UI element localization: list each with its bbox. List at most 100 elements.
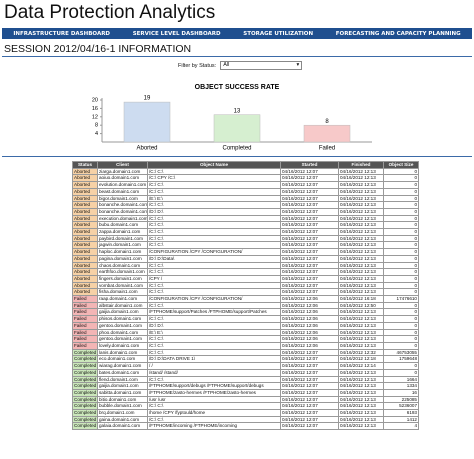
nav-item[interactable]: STORAGE UTILIZATION: [243, 30, 314, 37]
table-row: Failed gentoo.domain1.com/C:\ C:\ 04/16/20…: [72, 335, 419, 343]
table-cell: 0: [383, 368, 419, 377]
status-cell: Aborted: [72, 221, 98, 230]
chart: OBJECT SUCCESS RATE 4 8 12 16 20 19 Aborted 13 Co…: [92, 84, 372, 152]
status-cell: Aborted: [72, 194, 98, 203]
status-cell: Completed: [72, 348, 98, 357]
table-cell: 0: [383, 301, 419, 310]
table-cell: /C:\ C:\: [147, 214, 281, 223]
status-cell: Failed: [72, 321, 98, 330]
column-header: Object Name: [147, 161, 281, 169]
status-cell: Completed: [72, 388, 98, 397]
table-cell: flend.domain1.com: [97, 375, 148, 384]
table-cell: 04/16/2012 12:07: [280, 268, 339, 276]
table-cell: 04/16/2012 12:13: [338, 234, 384, 243]
table-cell: /FTPHOME/incoming /FTPHOME/incoming: [147, 422, 281, 431]
status-cell: Aborted: [72, 268, 98, 276]
table-row: Failed gaijia.domain1.com/FTPHOME/support…: [72, 308, 419, 317]
table-cell: /home /CPY /fyptould/home: [147, 409, 281, 417]
table-cell: 04/16/2012 12:07: [280, 388, 339, 397]
table-cell: /CONFIGURATION /CPY /CONFIGURATION/: [147, 248, 281, 256]
table-cell: 17476610: [383, 295, 419, 303]
table-cell: 0: [383, 254, 419, 263]
table-cell: /C:\ C:\: [147, 301, 281, 310]
table-cell: 04/16/2012 12:07: [280, 348, 339, 357]
table-cell: 04/16/2012 12:13: [338, 415, 384, 424]
table-cell: 04/16/2012 12:13: [338, 167, 384, 176]
table-cell: 0: [383, 221, 419, 230]
table-cell: /D:\ D:\: [147, 207, 281, 216]
chart-title: OBJECT SUCCESS RATE: [195, 84, 280, 91]
table-cell: /C:\ C:\: [147, 415, 281, 424]
table-cell: 04/16/2012 12:14: [338, 362, 384, 370]
table-cell: paybird.domain1.com: [97, 234, 148, 243]
table-row: Aborted evolution.domain1.com/C:/ C:\ 04/1…: [72, 181, 419, 189]
nav-bar: INFRASTRUCTURE DASHBOARD SERVICE LEVEL DA…: [2, 28, 472, 39]
status-cell: Aborted: [72, 248, 98, 256]
status-select[interactable]: All ▾: [220, 61, 303, 70]
table-cell: bubu.domain1.com: [97, 221, 148, 230]
table-cell: 04/16/2012 12:07: [280, 174, 339, 183]
table-cell: /C:\ C:\: [147, 402, 281, 410]
table-cell: /C:\ C:\: [147, 375, 281, 384]
table-cell: 225085: [383, 395, 419, 404]
status-cell: Completed: [72, 422, 98, 431]
table-row: Aborted fingers.domain1.com/CPY /04/16/20…: [72, 274, 419, 283]
table-cell: 04/16/2012 12:13: [338, 402, 384, 410]
table-cell: 04/16/2012 12:13: [338, 187, 384, 196]
table-cell: 04/16/2012 12:13: [338, 274, 384, 283]
x-tick-label: Failed: [319, 146, 335, 152]
table-row: Aborted aoiuo.domain1.com/C:\ CPY /C:\ 04/…: [72, 174, 419, 183]
nav-item[interactable]: INFRASTRUCTURE DASHBOARD: [13, 30, 110, 37]
table-row: Completed gaijia.domain1.com/FTPHOME/supp…: [72, 382, 419, 390]
table-cell: 04/16/2012 12:06: [280, 315, 339, 323]
nav-item[interactable]: FORECASTING AND CAPACITY PLANNING: [335, 30, 461, 37]
table-row: Failed raap.domain1.com/CONFIGURATION /CP…: [72, 295, 419, 303]
nav-item[interactable]: SERVICE LEVEL DASHBOARD: [132, 30, 221, 37]
table-cell: 04/16/2012 12:13: [338, 261, 384, 270]
table-cell: 04/16/2012 12:07: [280, 281, 339, 290]
table-cell: 04/16/2012 12:07: [280, 415, 339, 424]
table-row: Aborted bonanche.domain1.com/D:\ D:\ 04/16…: [72, 207, 419, 216]
table-cell: 04/16/2012 12:07: [280, 288, 339, 297]
table-cell: 04/16/2012 12:07: [280, 167, 339, 176]
table-cell: 04/16/2012 12:50: [338, 301, 384, 310]
table-cell: bitio.domain1.com: [97, 395, 148, 404]
table-cell: lanis.domain1.com: [97, 348, 148, 357]
table-cell: /CPY /: [147, 274, 281, 283]
table-cell: 04/16/2012 12:07: [280, 274, 339, 283]
status-cell: Completed: [72, 402, 98, 410]
table-row: Aborted pagina.domain1.com/D:\ D:\Data\ 04…: [72, 254, 419, 263]
table-cell: 04/16/2012 12:13: [338, 228, 384, 236]
table-cell: 04/16/2012 12:13: [338, 207, 384, 216]
table-cell: 04/16/2012 12:06: [280, 295, 339, 303]
table-cell: 0: [383, 167, 419, 176]
table-cell: 0: [383, 201, 419, 209]
status-cell: Completed: [72, 375, 98, 384]
divider: [2, 156, 472, 157]
table-cell: /C:\ CPY /C:\: [147, 174, 281, 183]
table-cell: haploc.domain1.com: [97, 248, 148, 256]
status-cell: Completed: [72, 395, 98, 404]
table-cell: 04/16/2012 12:07: [280, 207, 339, 216]
status-cell: Aborted: [72, 174, 98, 183]
table-row: Completed sabitta.domain1.com/FTPHOME/zas…: [72, 388, 419, 397]
table-cell: vombat.domain1.com: [97, 281, 148, 290]
table-row: Aborted earthfoo.domain1.com/C:\ C:\ 04/16…: [72, 268, 419, 276]
table-cell: wiarag.domain1.com: [97, 362, 148, 370]
column-header: Started: [280, 161, 339, 169]
table-cell: 04/16/2012 12:13: [338, 268, 384, 276]
column-header: Status: [72, 161, 98, 169]
table-cell: 0: [383, 174, 419, 183]
value-label: 13: [234, 108, 241, 114]
table-cell: 0: [383, 214, 419, 223]
table-cell: /C:\ C:\: [147, 241, 281, 250]
table-row: Completed bitio.domain1.com/usr /usr 04/16…: [72, 395, 419, 404]
table-cell: aoiuo.domain1.com: [97, 174, 148, 183]
status-cell: Completed: [72, 382, 98, 390]
status-cell: Failed: [72, 315, 98, 323]
value-label: 8: [325, 119, 329, 125]
table-cell: 04/16/2012 12:07: [280, 368, 339, 377]
table-cell: 04/16/2012 16:18: [338, 295, 384, 303]
bar: [303, 124, 351, 143]
table-cell: 6193: [383, 409, 419, 417]
